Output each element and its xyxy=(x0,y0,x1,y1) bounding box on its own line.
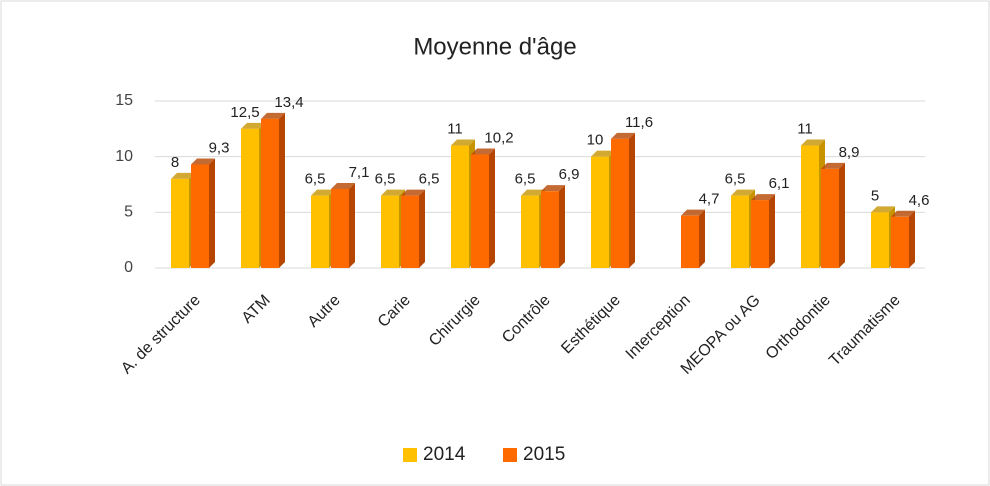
value-label: 9,3 xyxy=(209,139,230,156)
bar-top xyxy=(311,189,335,196)
value-label: 6,5 xyxy=(725,171,746,188)
value-label: 11 xyxy=(797,121,813,138)
bar xyxy=(331,182,355,268)
bar-front xyxy=(541,191,559,268)
bar-top xyxy=(821,162,845,169)
bar-top xyxy=(871,206,895,213)
bar-top xyxy=(241,122,265,129)
bar-top xyxy=(891,210,915,217)
value-label: 7,1 xyxy=(349,164,370,181)
value-label: 10,2 xyxy=(484,129,513,146)
bar-side xyxy=(629,132,635,268)
value-label: 6,5 xyxy=(305,171,326,188)
bar-front xyxy=(451,145,469,268)
bar-top xyxy=(261,112,285,119)
bar xyxy=(681,209,705,268)
value-label: 6,5 xyxy=(419,171,440,188)
value-label: 6,9 xyxy=(559,166,580,183)
bar-front xyxy=(681,215,699,268)
value-label: 11,6 xyxy=(625,114,653,131)
bar-front xyxy=(191,164,209,268)
value-label: 6,5 xyxy=(515,171,536,188)
bar-front xyxy=(241,128,259,268)
bar-front xyxy=(611,138,629,268)
bar xyxy=(401,189,425,268)
bar-top xyxy=(591,150,615,157)
bar-front xyxy=(311,195,329,268)
bar-front xyxy=(401,195,419,268)
bar-top xyxy=(471,148,495,155)
bar-front xyxy=(731,195,749,268)
bar-side xyxy=(349,182,355,268)
bar-side xyxy=(419,189,425,268)
bar-front xyxy=(331,188,349,268)
value-label: 8 xyxy=(171,154,179,171)
value-label: 13,4 xyxy=(274,94,303,111)
bar-top xyxy=(171,172,195,179)
y-tick-label: 0 xyxy=(124,259,133,276)
bar-front xyxy=(751,200,769,268)
bar xyxy=(191,158,215,268)
bar-top xyxy=(451,139,475,146)
chart-title: Moyenne d'âge xyxy=(413,33,576,60)
bar-side xyxy=(489,148,495,268)
legend-swatch xyxy=(503,448,517,462)
y-tick-label: 10 xyxy=(115,148,133,165)
bar-top xyxy=(541,185,565,192)
legend-label: 2014 xyxy=(423,444,466,465)
value-label: 5 xyxy=(871,187,879,204)
bar-top xyxy=(751,194,775,201)
value-label: 10 xyxy=(587,132,604,149)
bar-side xyxy=(839,162,845,268)
y-tick-label: 5 xyxy=(124,204,133,221)
bar-side xyxy=(909,210,915,268)
bar-side xyxy=(559,185,565,268)
bar-front xyxy=(471,154,489,268)
value-label: 6,1 xyxy=(769,175,790,192)
value-label: 8,9 xyxy=(839,144,860,161)
bar-front xyxy=(821,168,839,268)
bar-front xyxy=(891,216,909,268)
bar xyxy=(611,132,635,268)
bar xyxy=(751,194,775,268)
bar xyxy=(261,112,285,269)
value-label: 11 xyxy=(447,121,463,138)
bar xyxy=(891,210,915,268)
bar xyxy=(541,185,565,268)
legend-label: 2015 xyxy=(523,444,565,465)
bar-side xyxy=(769,194,775,268)
bar-top xyxy=(331,182,355,189)
bar-front xyxy=(261,118,279,269)
bar xyxy=(471,148,495,268)
bar-top xyxy=(681,209,705,216)
bar-top xyxy=(731,189,755,196)
bar-side xyxy=(279,112,285,269)
bar-front xyxy=(871,212,889,268)
bar-side xyxy=(209,158,215,268)
bar-front xyxy=(521,195,539,268)
value-label: 6,5 xyxy=(375,171,396,188)
value-label: 12,5 xyxy=(230,104,259,121)
value-label: 4,7 xyxy=(699,191,720,208)
bar xyxy=(821,162,845,268)
bar-side xyxy=(699,209,705,268)
bar-top xyxy=(801,139,825,146)
bar-front xyxy=(171,178,189,268)
bar-top xyxy=(381,189,405,196)
bar-front xyxy=(591,156,609,268)
legend-swatch xyxy=(403,448,417,462)
bar-top xyxy=(611,132,635,139)
bar-top xyxy=(191,158,215,165)
y-tick-label: 15 xyxy=(115,92,133,109)
bar-top xyxy=(401,189,425,196)
bar-top xyxy=(521,189,545,196)
bar-front xyxy=(801,145,819,268)
bar-front xyxy=(381,195,399,268)
value-label: 4,6 xyxy=(909,192,930,209)
